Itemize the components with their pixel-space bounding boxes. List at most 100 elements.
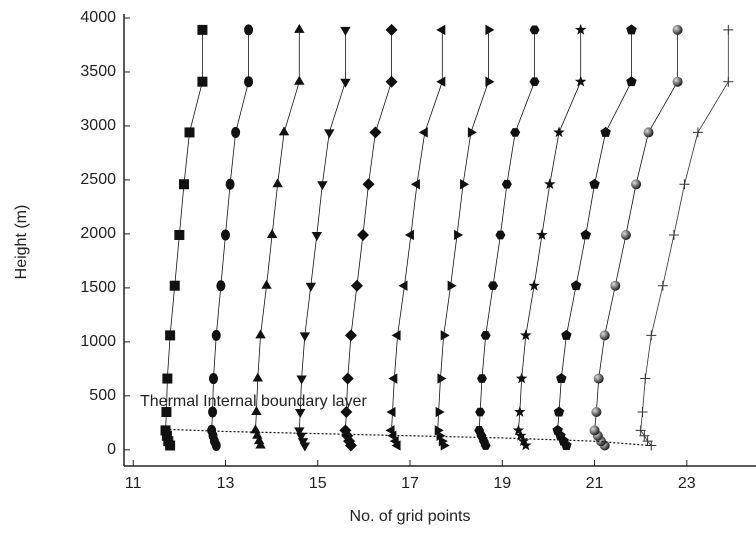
marker (639, 430, 650, 441)
marker (485, 76, 495, 87)
marker (512, 424, 525, 436)
marker (220, 229, 230, 241)
marker (272, 178, 283, 188)
marker (599, 330, 610, 341)
marker (252, 429, 263, 439)
marker (620, 229, 631, 240)
marker (476, 374, 487, 383)
marker (589, 425, 600, 436)
marker (593, 373, 604, 384)
marker (162, 373, 173, 384)
marker (391, 330, 401, 341)
marker (635, 425, 646, 436)
marker (398, 280, 408, 291)
marker (467, 127, 477, 138)
marker (561, 329, 572, 340)
marker (410, 179, 420, 190)
marker (388, 373, 398, 384)
x-tick-label: 11 (125, 475, 142, 492)
marker (520, 329, 532, 341)
marker (197, 76, 208, 87)
marker (161, 407, 172, 418)
marker (474, 426, 485, 435)
marker (436, 76, 446, 87)
marker (517, 435, 530, 447)
marker (344, 329, 357, 342)
series-line (594, 29, 678, 446)
marker (341, 372, 354, 385)
y-tick-label: 4000 (80, 9, 116, 26)
marker (385, 425, 395, 436)
marker (261, 279, 272, 289)
boundary-layer-line (165, 428, 650, 447)
marker (324, 129, 335, 139)
series-line (255, 29, 300, 446)
marker (225, 178, 235, 190)
marker (339, 424, 352, 437)
marker (197, 24, 208, 35)
y-tick-label: 0 (107, 441, 116, 458)
marker (646, 330, 657, 341)
marker (317, 181, 328, 191)
marker (208, 406, 218, 418)
marker (488, 281, 499, 291)
marker (216, 280, 226, 292)
marker (165, 330, 176, 341)
marker (657, 280, 668, 291)
x-tick-label: 17 (401, 475, 419, 492)
annotation: Thermal Internal boundary layer (140, 393, 367, 410)
x-tick-label: 13 (217, 475, 235, 492)
marker (692, 127, 703, 138)
marker (356, 228, 369, 241)
marker (626, 76, 637, 87)
marker (369, 126, 382, 139)
marker (475, 407, 486, 417)
marker (501, 179, 512, 189)
marker (385, 75, 398, 88)
x-tick-label: 15 (309, 475, 327, 492)
marker (485, 24, 495, 36)
marker (160, 425, 171, 436)
marker (553, 406, 565, 417)
series-line (557, 29, 632, 446)
series-line (437, 29, 489, 446)
marker (553, 126, 565, 138)
marker (626, 24, 637, 35)
marker (723, 24, 734, 35)
marker (305, 282, 317, 292)
marker (435, 406, 445, 418)
y-tick-label: 500 (89, 387, 116, 404)
x-tick-label: 21 (586, 475, 604, 492)
x-tick-label: 23 (678, 475, 696, 492)
marker (589, 178, 600, 189)
marker (642, 436, 653, 447)
marker (460, 179, 470, 190)
marker (556, 373, 567, 384)
marker (528, 279, 540, 291)
marker (536, 228, 548, 240)
marker (294, 23, 305, 33)
marker (207, 424, 217, 436)
marker (385, 23, 398, 36)
marker (438, 435, 448, 447)
marker (253, 435, 265, 445)
series-line (298, 29, 346, 446)
marker (591, 407, 602, 418)
y-tick-label: 3000 (80, 117, 116, 134)
marker (178, 179, 189, 190)
marker (362, 178, 375, 191)
marker (340, 26, 351, 36)
marker (350, 279, 363, 292)
marker (454, 229, 464, 241)
marker (295, 409, 306, 419)
series-line (345, 29, 392, 446)
marker (529, 25, 540, 35)
marker (723, 76, 734, 87)
marker (640, 373, 651, 384)
marker (252, 372, 263, 382)
marker (244, 24, 254, 36)
marker (208, 373, 218, 385)
marker (294, 427, 305, 437)
marker (544, 178, 556, 190)
